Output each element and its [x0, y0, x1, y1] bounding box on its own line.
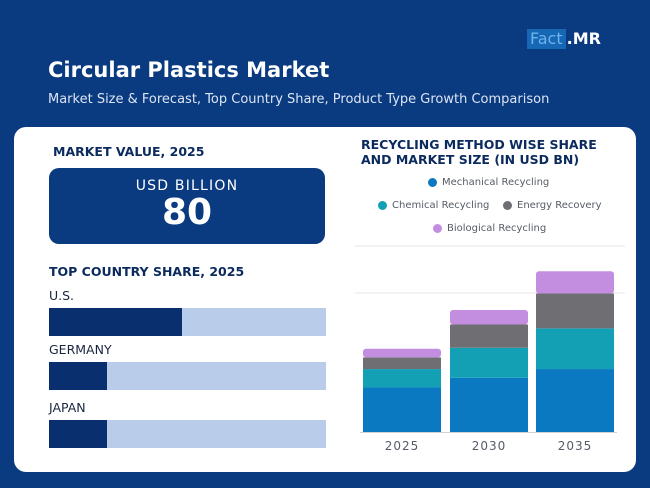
legend-mechanical: Mechanical Recycling — [428, 177, 549, 188]
market-value-heading: MARKET VALUE, 2025 — [53, 144, 205, 159]
brand-logo: Fact .MR — [527, 29, 601, 49]
country-bar-fill-japan — [49, 420, 108, 448]
country-label-germany: GERMANY — [49, 342, 112, 357]
country-bar-germany — [49, 362, 326, 390]
x-tick-label-2025: 2025 — [385, 439, 420, 453]
country-label-japan: JAPAN — [49, 400, 86, 415]
legend-biological-label: Biological Recycling — [447, 223, 547, 234]
bar-chemical-2035 — [536, 328, 614, 370]
bar-chemical-2030 — [450, 347, 528, 378]
bar-mechanical-2030 — [450, 377, 528, 432]
legend-chemical: Chemical Recycling — [378, 200, 489, 211]
country-label-us: U.S. — [49, 288, 75, 303]
legend-biological: Biological Recycling — [433, 223, 546, 234]
legend-chemical-label: Chemical Recycling — [392, 200, 490, 211]
legend-energy: Energy Recovery — [503, 200, 602, 211]
legend-energy-label: Energy Recovery — [517, 200, 602, 211]
x-tick-label-2030: 2030 — [472, 439, 507, 453]
bar-biological-2025 — [363, 348, 441, 358]
bar-biological-2030 — [450, 309, 528, 325]
legend-biological-dot-icon — [433, 224, 442, 233]
bar-energy-2035 — [536, 293, 614, 329]
country-bar-fill-us — [49, 308, 182, 336]
legend-mechanical-label: Mechanical Recycling — [442, 177, 550, 188]
market-value-number: 80 — [161, 192, 213, 233]
brand-logo-part1: Fact — [527, 29, 566, 49]
legend-mechanical-dot-icon — [428, 178, 437, 187]
market-value-unit: USD BILLION — [135, 178, 239, 194]
country-bar-us — [49, 308, 326, 336]
legend-energy-dot-icon — [503, 201, 512, 210]
brand-logo-part2: .MR — [566, 29, 601, 48]
country-bar-japan — [49, 420, 326, 448]
bar-chemical-2025 — [363, 369, 441, 388]
country-bar-fill-germany — [49, 362, 108, 390]
market-value-box: USD BILLION 80 — [49, 168, 325, 244]
bar-biological-2035 — [536, 271, 614, 294]
legend-chemical-dot-icon — [378, 201, 387, 210]
page-subtitle: Market Size & Forecast, Top Country Shar… — [48, 92, 550, 107]
stacked-bar-chart: 2025 2030 2035 — [355, 245, 625, 453]
bar-energy-2025 — [363, 357, 441, 370]
top-country-heading: TOP COUNTRY SHARE, 2025 — [49, 264, 245, 279]
page-title: Circular Plastics Market — [48, 58, 330, 82]
bar-mechanical-2035 — [536, 369, 614, 432]
x-tick-label-2035: 2035 — [558, 439, 593, 453]
bar-energy-2030 — [450, 324, 528, 348]
chart-title: RECYCLING METHOD WISE SHARE AND MARKET S… — [361, 137, 597, 167]
bar-mechanical-2025 — [363, 387, 441, 432]
